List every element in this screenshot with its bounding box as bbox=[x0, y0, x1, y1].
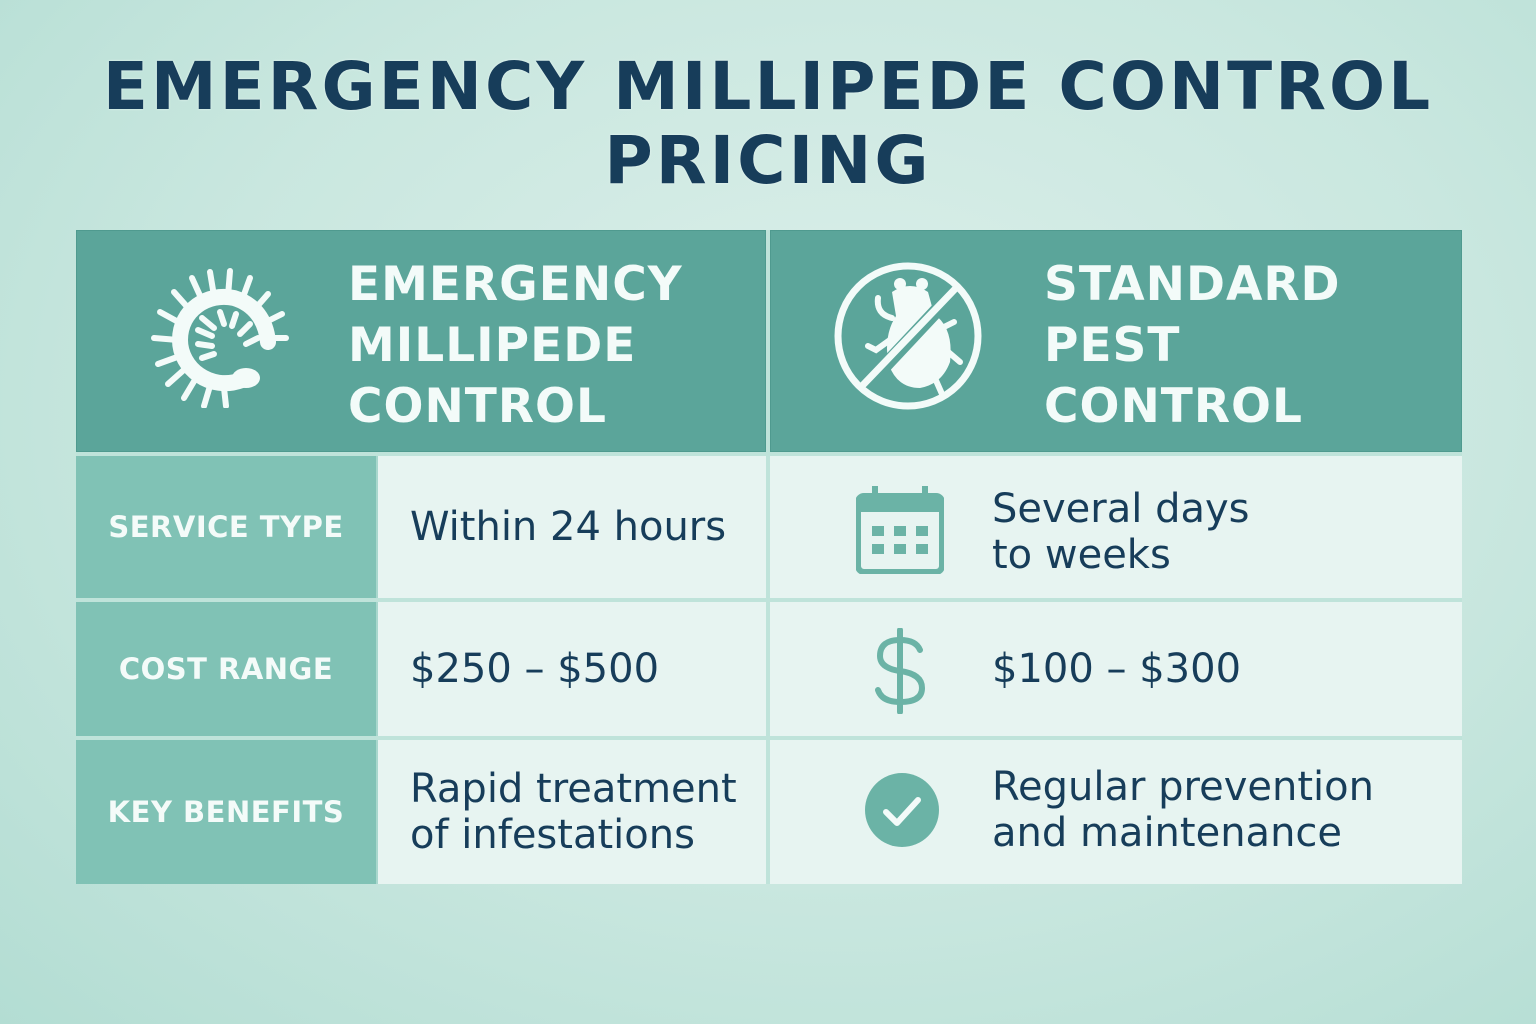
comparison-table: EMERGENCY MILLIPEDE CONTROL STANDARD PES… bbox=[76, 230, 1462, 884]
row-label-cost-range: COST RANGE bbox=[76, 602, 378, 736]
emergency-key-benefits-value: Rapid treatment of infestations bbox=[378, 740, 766, 884]
row-label-key-benefits: KEY BENEFITS bbox=[76, 740, 378, 884]
column-header-standard-label: STANDARD PEST CONTROL bbox=[1044, 257, 1341, 434]
table-row: Several days to weeks bbox=[770, 452, 1462, 598]
table-row: Regular prevention and maintenance bbox=[770, 736, 1462, 884]
title-line-2: PRICING bbox=[604, 122, 932, 199]
table-row: $100 – $300 bbox=[770, 598, 1462, 736]
column-header-emergency-label: EMERGENCY MILLIPEDE CONTROL bbox=[348, 257, 683, 434]
column-header-standard: STANDARD PEST CONTROL bbox=[770, 230, 1462, 452]
row-label-service-type: SERVICE TYPE bbox=[76, 456, 378, 598]
standard-key-benefits-value: Regular prevention and maintenance bbox=[992, 764, 1374, 856]
no-bug-icon bbox=[834, 262, 982, 410]
standard-cost-range-value: $100 – $300 bbox=[992, 646, 1242, 692]
emergency-cost-range-value: $250 – $500 bbox=[378, 602, 766, 736]
title-line-1: EMERGENCY MILLIPEDE CONTROL bbox=[102, 48, 1434, 125]
page-title: EMERGENCY MILLIPEDE CONTROL PRICING bbox=[0, 50, 1536, 198]
column-header-emergency: EMERGENCY MILLIPEDE CONTROL bbox=[76, 230, 766, 452]
calendar-icon bbox=[856, 486, 944, 574]
emergency-service-type-value: Within 24 hours bbox=[378, 456, 766, 598]
dollar-icon bbox=[875, 628, 926, 714]
table-row: SERVICE TYPE Within 24 hours bbox=[76, 452, 766, 598]
millipede-icon bbox=[151, 268, 289, 408]
table-row: KEY BENEFITS Rapid treatment of infestat… bbox=[76, 736, 766, 884]
standard-service-type-value: Several days to weeks bbox=[992, 486, 1250, 578]
table-row: COST RANGE $250 – $500 bbox=[76, 598, 766, 736]
check-circle-icon bbox=[865, 773, 939, 847]
